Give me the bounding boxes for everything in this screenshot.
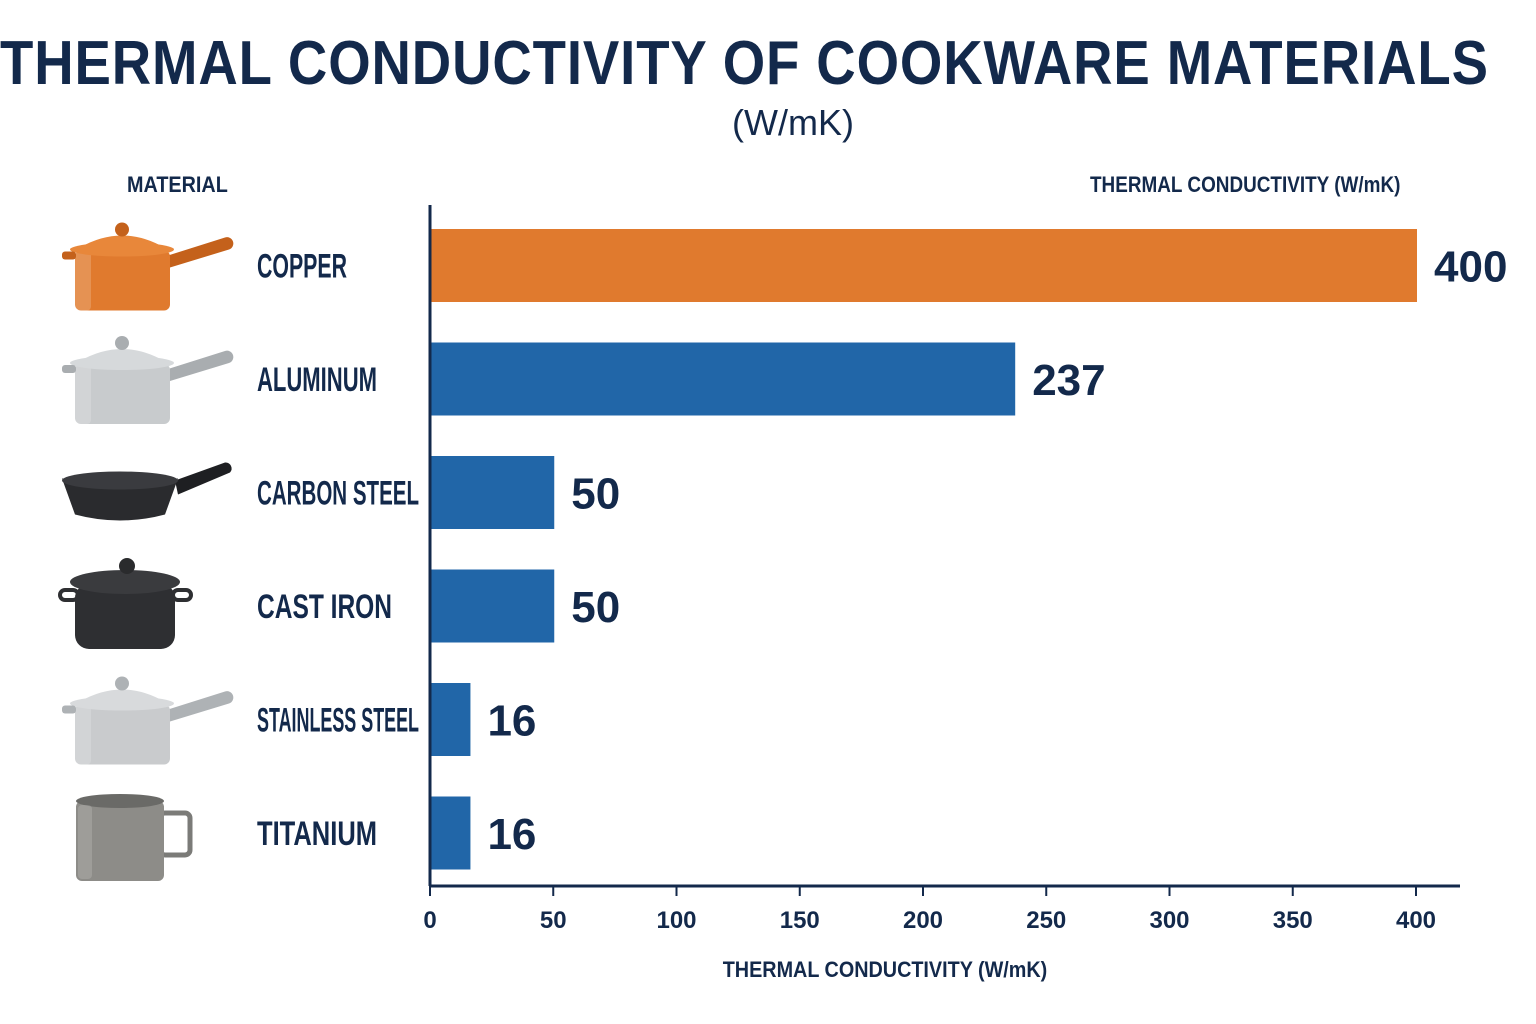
copper-saucepan-icon — [62, 222, 234, 311]
titanium-mug-icon — [76, 794, 193, 881]
x-tick-label: 250 — [1026, 907, 1066, 934]
x-tick-label: 50 — [540, 907, 567, 934]
category-label: ALUMINUM — [257, 361, 377, 399]
x-tick-label: 150 — [780, 907, 820, 934]
x-tick-label: 350 — [1273, 907, 1313, 934]
bar-stainless-steel — [431, 683, 471, 756]
material-icons — [58, 222, 234, 881]
value-labels: 400 237 50 50 16 16 — [487, 243, 1507, 860]
category-label: CAST IRON — [257, 588, 392, 626]
material-column-header: MATERIAL — [127, 172, 228, 197]
category-label: TITANIUM — [257, 815, 377, 853]
category-label: COPPER — [257, 248, 347, 286]
cast-iron-dutch-oven-icon — [58, 558, 193, 649]
carbon-steel-skillet-icon — [62, 462, 232, 521]
value-label: 237 — [1032, 356, 1105, 405]
chart-title: THERMAL CONDUCTIVITY OF COOKWARE MATERIA… — [0, 29, 1489, 98]
x-tick-label: 200 — [903, 907, 943, 934]
x-tick-label: 100 — [656, 907, 696, 934]
bar-cast-iron — [431, 569, 555, 643]
value-label: 16 — [487, 810, 536, 859]
x-tick-label: 300 — [1149, 907, 1189, 934]
conductivity-column-header: THERMAL CONDUCTIVITY (W/mK) — [1090, 172, 1401, 197]
value-label: 50 — [571, 583, 620, 632]
stainless-steel-saucepan-icon — [62, 676, 234, 765]
category-label: STAINLESS STEEL — [257, 702, 419, 740]
x-ticks: 0 50 100 150 200 250 300 350 400 — [423, 886, 1436, 934]
bar-aluminum — [431, 342, 1016, 416]
x-axis-label: THERMAL CONDUCTIVITY (W/mK) — [723, 958, 1048, 982]
x-tick-label: 0 — [423, 907, 436, 934]
aluminum-saucepan-icon — [62, 336, 234, 424]
value-label: 16 — [487, 697, 536, 746]
axes — [428, 205, 1460, 888]
bar-copper — [431, 229, 1417, 302]
category-label: CARBON STEEL — [257, 475, 419, 513]
bar-carbon-steel — [431, 456, 555, 529]
bar-titanium — [431, 796, 471, 870]
value-label: 50 — [571, 470, 620, 519]
category-labels: COPPER ALUMINUM CARBON STEEL CAST IRON STAIN… — [257, 248, 419, 854]
value-label: 400 — [1434, 243, 1507, 292]
bars — [431, 229, 1417, 870]
x-tick-label: 400 — [1396, 907, 1436, 934]
chart-subtitle: (W/mK) — [732, 102, 854, 143]
